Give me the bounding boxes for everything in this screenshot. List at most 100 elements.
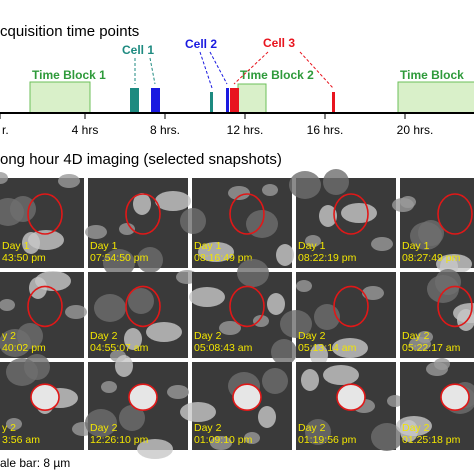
snapshot-time: 3:56 am <box>2 434 40 446</box>
snapshot-time: 08:22:19 pm <box>298 252 357 264</box>
cell-blob <box>305 235 321 247</box>
cell-blob <box>101 381 117 393</box>
cell-blob <box>210 436 232 450</box>
cell-blob <box>280 310 312 338</box>
snapshots-title: ong hour 4D imaging (selected snapshots) <box>0 151 282 168</box>
snapshot-day: y 2 <box>2 330 16 342</box>
axis-label: 8 hrs. <box>150 123 180 137</box>
cell-label: Cell 2 <box>185 37 217 51</box>
cell-blob <box>319 205 337 227</box>
scale-bar-label: ale bar: 8 µm <box>0 456 70 470</box>
snapshot-time: 08:16:49 pm <box>194 252 253 264</box>
axis-label: 12 hrs. <box>227 123 264 137</box>
snapshot-time: 07:54:50 pm <box>90 252 149 264</box>
cell-label: Cell 1 <box>122 43 154 57</box>
cell1-bar <box>151 88 160 113</box>
axis-label: r. <box>2 123 9 137</box>
cell-blob <box>94 294 126 322</box>
cell-blob <box>371 423 403 451</box>
cell-blob <box>198 242 234 262</box>
cell-blob <box>237 259 269 287</box>
axis-label: 20 hrs. <box>397 123 434 137</box>
time-block <box>397 81 474 114</box>
cell-outline <box>229 285 265 328</box>
cell-blob <box>271 339 297 365</box>
cell-blob <box>155 191 191 211</box>
snapshot-time: 01:25:18 pm <box>402 434 461 446</box>
cell-outline <box>232 383 262 412</box>
cell-outline <box>336 383 366 412</box>
snapshot-day: Day 2 <box>90 330 118 342</box>
cell-blob <box>305 419 331 445</box>
cell-blob <box>244 432 260 444</box>
cell-outline <box>229 193 265 235</box>
cell-blob <box>228 186 250 200</box>
cell-blob <box>180 402 216 422</box>
cell-blob <box>189 287 225 307</box>
cell-blob <box>289 171 321 199</box>
cell-blob <box>310 344 328 366</box>
snapshot-day: Day 2 <box>194 330 222 342</box>
cell-blob <box>119 223 135 235</box>
cell-blob <box>276 244 294 266</box>
cell-outline <box>30 383 60 412</box>
snapshot-day: Day 1 <box>2 240 30 252</box>
cell-blob <box>253 315 269 327</box>
cell-outline <box>27 193 63 235</box>
block-label: Time Block 2 <box>240 68 314 82</box>
cell-outline <box>125 285 161 328</box>
axis-label: 16 hrs. <box>307 123 344 137</box>
cell-blob <box>167 385 189 399</box>
cell-blob <box>258 406 276 428</box>
cell-outline <box>27 285 63 328</box>
cell-outline <box>437 193 473 235</box>
cell-blob <box>65 305 87 319</box>
cell-blob <box>124 328 142 350</box>
axis-label: 4 hrs <box>72 123 99 137</box>
cell-blob <box>137 247 163 273</box>
snapshot-time: 08:27:49 pm <box>402 252 461 264</box>
cell-blob <box>410 222 442 250</box>
snapshot-time: 43:50 pm <box>2 252 46 264</box>
snapshot-day: Day 2 <box>90 422 118 434</box>
snapshot-day: Day 1 <box>402 240 430 252</box>
cell1-bar <box>130 88 139 113</box>
snapshot-time: 01:09:10 pm <box>194 434 253 446</box>
snapshot-day: Day 1 <box>298 240 326 252</box>
time-block <box>29 81 91 114</box>
cell-blob <box>267 293 285 315</box>
cell-blob <box>0 299 15 311</box>
cell-outline <box>333 193 369 235</box>
cell-blob <box>362 286 384 300</box>
cell-blob <box>409 337 431 351</box>
cell-blob <box>22 232 40 254</box>
cell3-bar <box>230 88 239 113</box>
cell-blob <box>137 439 173 459</box>
snapshot-time: 01:19:56 pm <box>298 434 357 446</box>
snapshot-day: Day 2 <box>298 330 326 342</box>
snapshot-time: 04:55:07 am <box>90 342 149 354</box>
cell-blob <box>427 275 459 303</box>
cell-blob <box>85 225 107 239</box>
cell-blob <box>387 395 403 407</box>
cell3-bar <box>332 92 335 113</box>
cell-blob <box>262 184 278 196</box>
cell-blob <box>332 338 368 358</box>
cell-blob <box>58 174 80 188</box>
snapshot-day: y 2 <box>2 422 16 434</box>
snapshot-time: 05:08:43 am <box>194 342 253 354</box>
snapshot-day: Day 1 <box>194 240 222 252</box>
cell-blob <box>146 322 182 342</box>
cell-blob <box>103 249 135 277</box>
cell-blob <box>85 409 117 437</box>
cell-blob <box>6 418 22 430</box>
cell-blob <box>392 198 414 212</box>
cell-blob <box>323 365 359 385</box>
timeline-title: cquisition time points <box>0 23 139 40</box>
cell-blob <box>400 420 418 442</box>
cell-blob <box>341 203 377 223</box>
snapshot-time: 40:02 pm <box>2 342 46 354</box>
cell-outline <box>125 193 161 235</box>
cell-blob <box>128 288 154 314</box>
